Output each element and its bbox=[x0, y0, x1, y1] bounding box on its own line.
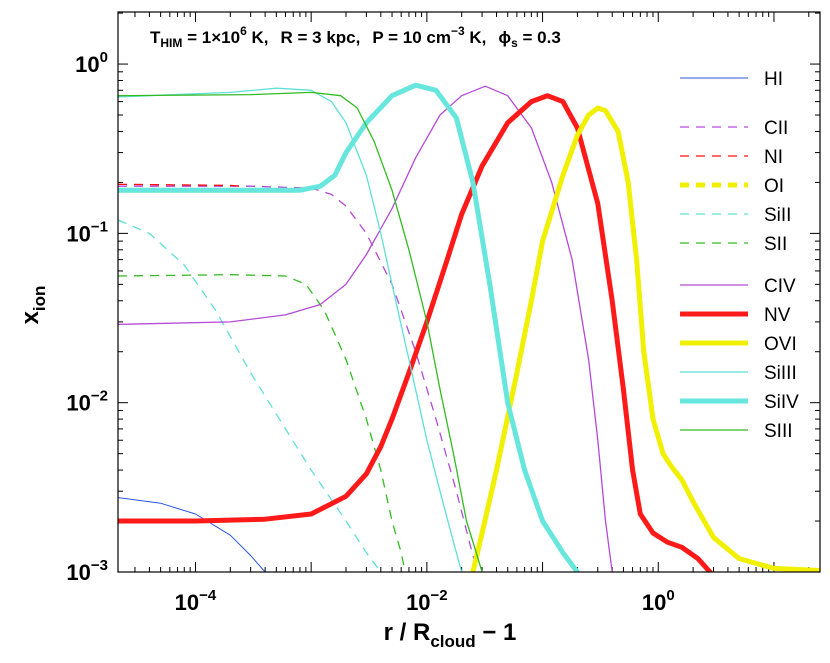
legend-label-siiv: SiIV bbox=[764, 392, 799, 413]
legend-label-siiii: SiIII bbox=[764, 363, 797, 384]
legend: HI CII NI OI SiII SII CIV NV OVI SiIII SiIV SIII bbox=[680, 69, 799, 442]
y-tick-label: 100 bbox=[75, 49, 108, 77]
axis-ticks bbox=[118, 12, 820, 573]
y-tick-label: 10−2 bbox=[66, 388, 108, 416]
legend-label-cii: CII bbox=[764, 118, 788, 139]
x-tick-label: 10−4 bbox=[175, 587, 217, 615]
legend-label-hi: HI bbox=[764, 69, 783, 90]
series-line-civ bbox=[118, 85, 613, 572]
legend-label-siii: SIII bbox=[764, 421, 793, 442]
legend-label-nv: NV bbox=[764, 305, 791, 326]
legend-label-sii: SII bbox=[764, 234, 787, 255]
plot-frame bbox=[117, 11, 821, 573]
y-tick-label: 10−1 bbox=[66, 218, 108, 246]
legend-label-civ: CIV bbox=[764, 276, 796, 297]
series-line-ovi bbox=[470, 105, 820, 572]
tick-labels: 10−4 10−2 100 100 10−1 10−2 10−3 bbox=[66, 49, 674, 615]
legend-label-ni: NI bbox=[764, 147, 783, 168]
legend-label-siii: SiII bbox=[764, 205, 791, 226]
x-tick-label: 10−2 bbox=[406, 587, 448, 615]
series-line-siii bbox=[118, 91, 483, 572]
chart-title: THIM = 1×106 K, R = 3 kpc, P = 10 cm−3 K, ϕ… bbox=[150, 24, 561, 50]
series-line-hi bbox=[118, 497, 266, 572]
legend-label-ovi: OVI bbox=[764, 334, 797, 355]
series-line-siiii bbox=[118, 87, 463, 572]
y-tick-label: 10−3 bbox=[66, 557, 108, 585]
series-line-nv bbox=[118, 93, 713, 572]
x-tick-label: 100 bbox=[642, 587, 675, 615]
y-axis-label: xion bbox=[17, 286, 49, 325]
x-axis-label: r / Rcloud − 1 bbox=[384, 619, 517, 651]
series-layer bbox=[118, 82, 820, 572]
legend-label-oi: OI bbox=[764, 176, 784, 197]
series-line-siii bbox=[118, 219, 382, 572]
series-line-siiv bbox=[118, 82, 580, 572]
series-line-ni bbox=[118, 183, 242, 187]
series-line-sii bbox=[118, 274, 406, 572]
